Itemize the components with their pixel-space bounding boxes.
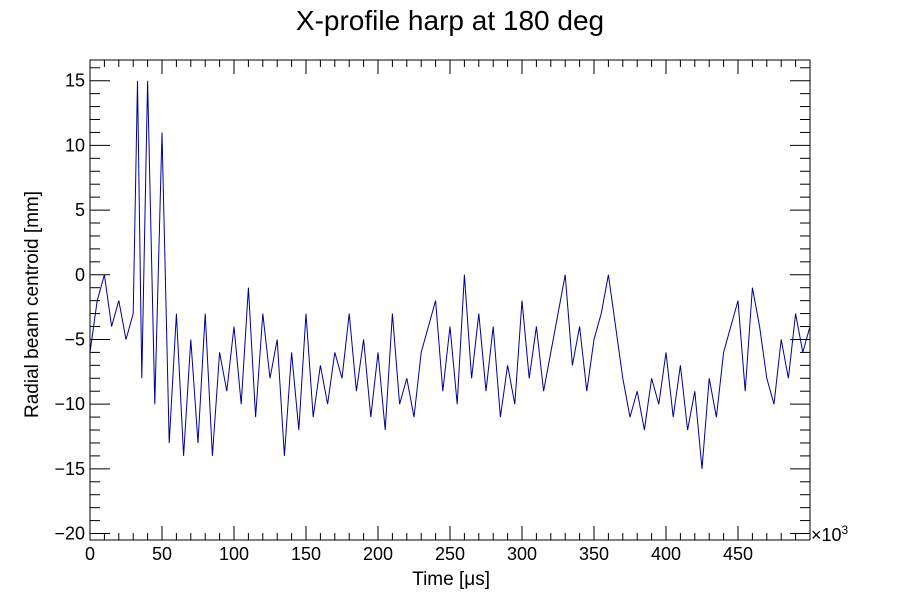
x-axis-ticks — [89, 60, 797, 540]
y-axis-ticks — [90, 67, 810, 535]
x-tick-label: 0 — [85, 544, 95, 564]
x-tick-label: 450 — [723, 544, 753, 564]
x-axis-label: Time [μs] — [412, 569, 490, 590]
x-tick-label: 300 — [507, 544, 537, 564]
x-axis-multiplier: ×103 — [811, 523, 849, 545]
y-tick-label: 0 — [75, 265, 85, 285]
series-line-0 — [89, 80, 811, 469]
y-axis-label: Radial beam centroid [mm] — [22, 191, 43, 418]
x-axis-multiplier-exponent: 3 — [842, 523, 849, 537]
x-axis-multiplier-base: ×10 — [811, 525, 842, 545]
y-tick-labels: −20 −15 −10 −5 0 5 10 15 — [54, 71, 85, 544]
x-tick-labels: 0 50 100 150 200 250 300 350 400 450 — [85, 544, 753, 564]
y-tick-label: 10 — [65, 135, 85, 155]
plot-lines — [89, 80, 811, 469]
x-tick-label: 100 — [219, 544, 249, 564]
x-tick-label: 50 — [152, 544, 172, 564]
x-tick-label: 200 — [363, 544, 393, 564]
plot-frame — [89, 59, 811, 541]
y-tick-label: 5 — [75, 200, 85, 220]
x-tick-label: 150 — [291, 544, 321, 564]
x-tick-label: 350 — [579, 544, 609, 564]
y-tick-label: −10 — [54, 394, 85, 414]
x-tick-label: 250 — [435, 544, 465, 564]
y-tick-label: −5 — [64, 329, 85, 349]
chart-title: X-profile harp at 180 deg — [296, 5, 604, 36]
y-tick-label: −20 — [54, 524, 85, 544]
y-tick-label: 15 — [65, 71, 85, 91]
x-tick-label: 400 — [651, 544, 681, 564]
y-tick-label: −15 — [54, 459, 85, 479]
